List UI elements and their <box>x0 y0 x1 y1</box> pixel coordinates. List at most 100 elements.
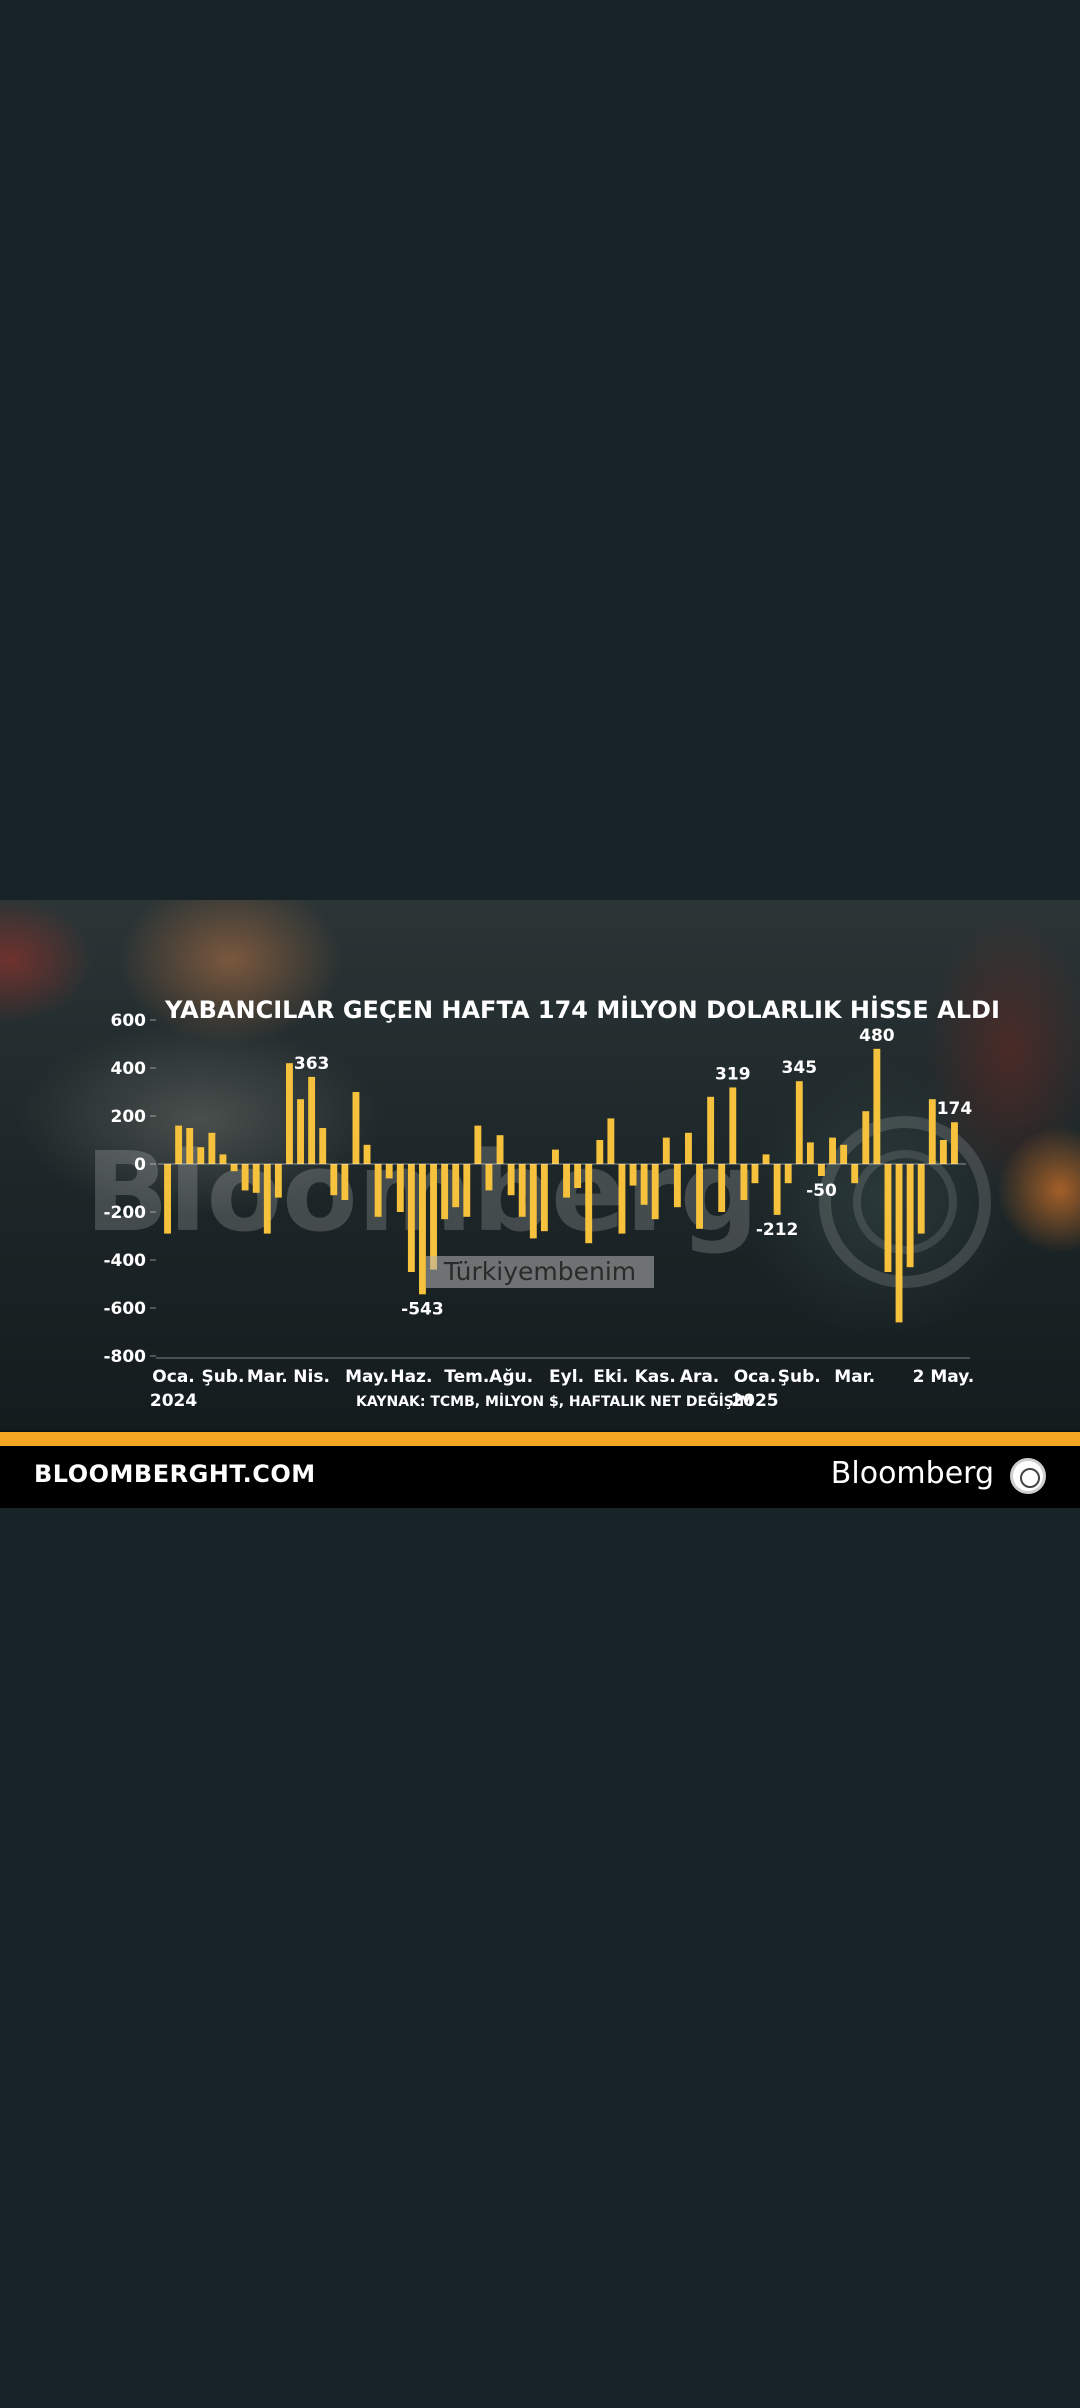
bar <box>540 1164 548 1232</box>
turkiyembenim-watermark: Türkiyembenim <box>426 1256 654 1288</box>
site-url: BLOOMBERGHT.COM <box>34 1460 316 1488</box>
x-tick-label: 2 May. <box>913 1367 975 1387</box>
bar <box>585 1164 593 1244</box>
bar <box>529 1164 537 1239</box>
bar <box>928 1099 936 1164</box>
y-tick-label: 0 <box>134 1155 146 1175</box>
bar <box>441 1164 449 1220</box>
bar <box>618 1164 626 1234</box>
bar <box>651 1164 659 1220</box>
bar <box>662 1137 670 1164</box>
bar <box>496 1135 504 1164</box>
bar <box>175 1125 183 1164</box>
brand-logo: Bloomberg <box>830 1456 994 1491</box>
bar <box>286 1063 293 1164</box>
bar <box>308 1076 316 1164</box>
data-labels: 363 -543 319 -212 345 -50 480 174 <box>294 1026 972 1320</box>
bar <box>685 1132 692 1164</box>
bar <box>463 1164 471 1217</box>
x-tick-label: Eyl. <box>549 1367 584 1387</box>
data-label: 480 <box>859 1026 895 1046</box>
x-tick-label: Nis. <box>293 1367 330 1387</box>
data-label: 319 <box>715 1064 751 1084</box>
bar <box>208 1132 216 1164</box>
bar <box>951 1122 958 1164</box>
footer-bar: BLOOMBERGHT.COM Bloomberg <box>0 1446 1080 1508</box>
bar <box>884 1164 892 1272</box>
bar <box>407 1164 415 1272</box>
x-tick-label: Mar. <box>247 1367 288 1387</box>
y-tick-label: -800 <box>103 1347 146 1367</box>
x-tick-label: Oca. <box>734 1367 776 1387</box>
bar <box>419 1164 426 1295</box>
bar <box>474 1125 482 1164</box>
bar <box>263 1164 271 1234</box>
bar <box>574 1164 582 1188</box>
bar <box>851 1164 859 1184</box>
bar <box>341 1164 349 1200</box>
y-tick-label: -400 <box>103 1251 146 1271</box>
x-tick-label: Ara. <box>680 1367 719 1387</box>
bar <box>452 1164 460 1208</box>
bar <box>596 1140 604 1164</box>
bar <box>673 1164 681 1208</box>
bar <box>607 1118 615 1164</box>
bar <box>818 1164 825 1176</box>
bar <box>740 1164 748 1200</box>
data-label: -212 <box>756 1220 799 1240</box>
bars <box>164 1048 958 1323</box>
watermark-seal <box>819 1116 991 1288</box>
x-tick-label: Mar. <box>834 1367 875 1387</box>
bar <box>507 1164 515 1196</box>
bar <box>319 1128 327 1164</box>
bar <box>840 1144 848 1164</box>
y-tick-label: -200 <box>103 1203 146 1223</box>
x-tick-year: 2025 <box>731 1391 778 1411</box>
bar <box>518 1164 526 1217</box>
bar <box>197 1147 205 1164</box>
bar <box>873 1048 881 1164</box>
bar <box>230 1164 238 1172</box>
bar <box>164 1164 171 1234</box>
bar <box>352 1092 360 1164</box>
x-tick-label: Kas. <box>635 1367 676 1387</box>
bar <box>696 1164 703 1229</box>
chart-title: YABANCILAR GEÇEN HAFTA 174 MİLYON DOLARL… <box>164 995 1000 1024</box>
bar <box>917 1164 925 1234</box>
chart-source: KAYNAK: TCMB, MİLYON $, HAFTALIK NET DEĞ… <box>356 1392 753 1410</box>
bar <box>806 1142 814 1164</box>
bar <box>396 1164 404 1212</box>
bar <box>363 1144 371 1164</box>
bar <box>563 1164 570 1198</box>
data-label: 345 <box>782 1058 818 1078</box>
data-label: -50 <box>806 1181 837 1201</box>
bar-chart: Bloomberg YABANCILAR GEÇEN HAFTA 174 MİL… <box>85 995 1000 1411</box>
bar <box>707 1096 715 1164</box>
bar <box>629 1164 637 1186</box>
bar <box>751 1164 759 1184</box>
chart-card: Bloomberg YABANCILAR GEÇEN HAFTA 174 MİL… <box>0 900 1080 1508</box>
y-axis: 600 400 200 0 -200 -400 -600 -800 <box>103 1011 156 1367</box>
bar <box>906 1164 914 1268</box>
bar <box>795 1081 803 1164</box>
x-tick-label: Oca. <box>152 1367 194 1387</box>
x-tick-label: Tem. <box>444 1367 489 1387</box>
bar <box>252 1164 260 1193</box>
x-tick-label: Ağu. <box>489 1367 533 1387</box>
bar <box>829 1137 836 1164</box>
bar <box>374 1164 382 1217</box>
x-tick-year: 2024 <box>150 1391 197 1411</box>
bar <box>773 1164 781 1215</box>
y-tick-label: 400 <box>111 1059 147 1079</box>
bar <box>718 1164 726 1212</box>
bar <box>552 1149 559 1164</box>
bar <box>186 1128 194 1164</box>
bar <box>385 1164 393 1179</box>
x-tick-label: Eki. <box>593 1367 628 1387</box>
bar <box>784 1164 792 1184</box>
bar <box>219 1154 227 1164</box>
accent-band <box>0 1432 1080 1446</box>
bar <box>640 1164 648 1205</box>
bar <box>939 1140 947 1164</box>
